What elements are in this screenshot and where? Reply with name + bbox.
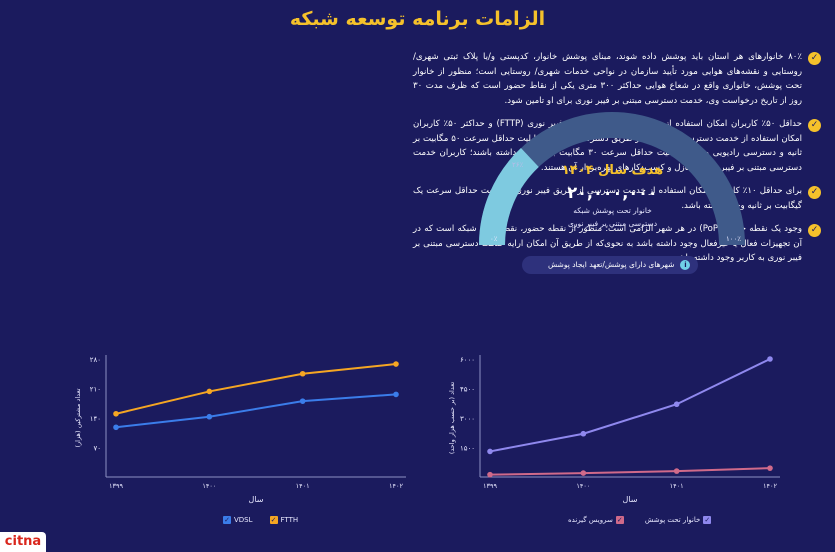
brand-logo: citna xyxy=(0,532,46,552)
requirement-item: ✓ وجود یک نقطه حضور (PoP) در هر شهر الزا… xyxy=(413,222,821,266)
subscribers-line-chart: ۷۰ ۱۴۰ ۲۱۰ ۲۸۰ ۱۳۹۹ ۱۴۰۰ ۱۴۰۱ ۱۴۰۲ سال تعداد مشتر… xyxy=(74,355,406,504)
data-point xyxy=(393,391,399,398)
data-point xyxy=(113,424,119,431)
y-tick-label: ۲۸۰ xyxy=(90,356,101,364)
requirement-text: ۸۰٪ خانوارهای هر استان باید پوشش داده شو… xyxy=(413,52,802,106)
data-point xyxy=(487,448,493,455)
requirement-item: ✓ برای حداقل ۱۰٪ کاربران امکان استفاده ا… xyxy=(413,184,821,213)
series-line xyxy=(489,467,771,476)
x-axis-title: سال xyxy=(249,495,264,504)
legend-label: خانوار تحت پوشش xyxy=(644,516,701,524)
y-tick-label: ۱۵۰۰ xyxy=(460,445,475,453)
y-tick-label: ۶۰۰۰ xyxy=(460,356,475,364)
data-point xyxy=(299,370,306,377)
x-tick-label: ۱۴۰۱ xyxy=(296,482,310,490)
info-icon: i xyxy=(680,260,691,270)
legend-label: سرویس گیرنده xyxy=(568,516,613,524)
coverage-line-chart: ۱۵۰۰ ۳۰۰۰ ۴۵۰۰ ۶۰۰۰ ۱۳۹۹ ۱۴۰۰ ۱۴۰۱ ۱۴۰۲ سال تعداد… xyxy=(448,355,780,504)
gauge-legend-label: شهرهای دارای پوشش/تعهد ایجاد پوشش xyxy=(548,260,675,269)
x-axis-title: سال xyxy=(623,495,638,504)
series-line xyxy=(115,363,397,415)
x-tick-label: ۱۴۰۰ xyxy=(202,482,216,490)
data-point xyxy=(673,468,680,474)
data-point xyxy=(393,361,399,367)
gauge-arc xyxy=(479,112,745,246)
data-point xyxy=(487,471,493,478)
legend-check-icon: ✓ xyxy=(223,516,231,524)
gauge-subtitle: خانوار تحت پوشش شبکه xyxy=(573,206,652,215)
y-tick-label: ۷۰ xyxy=(93,445,101,453)
legend-check-icon: ✓ xyxy=(615,516,624,524)
series-line xyxy=(115,393,397,429)
gauge-subtitle: دسترسی مبتنی بر فیبر نوری xyxy=(567,219,658,228)
legend-label: VDSL xyxy=(234,516,253,524)
y-tick-label: ۳۰۰۰ xyxy=(460,415,475,423)
gauge-min-label: ۰٪ xyxy=(490,235,498,243)
x-tick-label: ۱۴۰۰ xyxy=(576,482,590,490)
data-point xyxy=(580,470,587,476)
data-point xyxy=(206,388,213,395)
y-tick-label: ۱۴۰ xyxy=(90,415,101,423)
x-tick-label: ۱۳۹۹ xyxy=(109,482,123,490)
coverage-gauge: ۲۶٪ هدف سال ۱۴۰۴ ۲۰,۰۰۰,۰۰۰ خانوار تحت پ… xyxy=(470,95,755,295)
data-point xyxy=(113,410,119,417)
gauge-max-label: ۱۰۰٪ xyxy=(726,235,742,243)
data-point xyxy=(206,413,213,420)
data-point xyxy=(673,401,680,408)
y-tick-label: ۴۵۰۰ xyxy=(460,386,475,394)
y-axis-title: تعداد (بر حسب هزار واحد) xyxy=(448,382,456,455)
requirement-text: برای حداقل ۱۰٪ کاربران امکان استفاده از … xyxy=(413,186,802,211)
gauge-mid-label: ۲۶٪ xyxy=(512,161,524,169)
requirement-text: وجود یک نقطه حضور (PoP) در هر شهر الزامی… xyxy=(413,224,803,263)
x-tick-label: ۱۳۹۹ xyxy=(483,482,497,490)
gauge-value: ۲۰,۰۰۰,۰۰۰ xyxy=(567,183,658,202)
check-icon: ✓ xyxy=(808,119,821,132)
check-icon: ✓ xyxy=(808,186,821,199)
requirement-item: ✓ ۸۰٪ خانوارهای هر استان باید پوشش داده … xyxy=(413,50,821,108)
x-tick-label: ۱۴۰۱ xyxy=(670,482,684,490)
left-chart-legend: ✓ VDSL ✓ FTTH xyxy=(220,516,298,524)
gauge-fill xyxy=(479,148,540,246)
legend-check-icon: ✓ xyxy=(269,516,278,524)
legend-check-icon: ✓ xyxy=(703,516,712,524)
x-tick-label: ۱۴۰۲ xyxy=(389,482,403,490)
data-point xyxy=(767,465,773,471)
x-tick-label: ۱۴۰۲ xyxy=(763,482,777,490)
series-line xyxy=(489,358,771,453)
gauge-target-label: هدف سال ۱۴۰۴ xyxy=(561,163,664,178)
check-icon: ✓ xyxy=(808,224,821,237)
data-point xyxy=(580,430,587,437)
y-axis-title: تعداد مشترکین (هزار) xyxy=(74,388,82,447)
page-title: الزامات برنامه توسعه شبکه xyxy=(289,8,546,30)
right-chart-legend: ✓ خانوار تحت پوشش ✓ سرویس گیرنده xyxy=(568,516,714,524)
data-point xyxy=(767,356,773,362)
legend-label: FTTH xyxy=(280,516,299,524)
gauge-legend: i شهرهای دارای پوشش/تعهد ایجاد پوشش xyxy=(522,256,699,274)
data-point xyxy=(299,398,306,404)
y-tick-label: ۲۱۰ xyxy=(90,386,101,394)
check-icon: ✓ xyxy=(808,52,821,65)
